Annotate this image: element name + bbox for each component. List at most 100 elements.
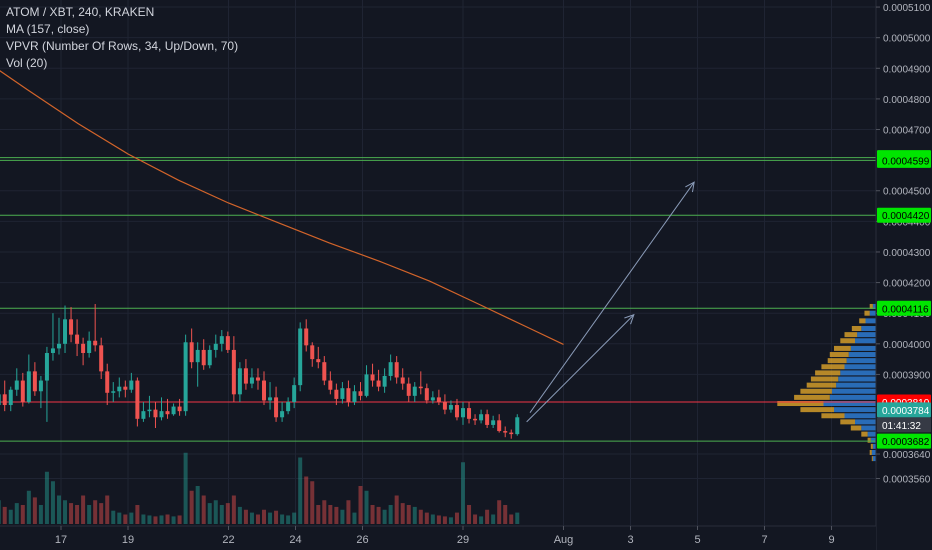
price-tick-label: 0.0003640 (883, 450, 931, 461)
volume-bar (153, 516, 158, 524)
price-tick-label: 0.0004300 (883, 248, 931, 259)
volume-bar (406, 505, 411, 524)
volume-bar (87, 505, 92, 524)
candle-body (171, 406, 176, 415)
candle-body (436, 397, 441, 402)
vpvr-row-down (859, 318, 866, 324)
volume-bar (69, 503, 74, 524)
vpvr-row-down (850, 425, 862, 431)
legend-vpvr[interactable]: VPVR (Number Of Rows, 34, Up/Down, 70) (6, 39, 239, 53)
volume-bar (424, 512, 429, 524)
candle-body (195, 349, 200, 363)
volume-bar (249, 512, 254, 524)
volume-bar (0, 500, 1, 524)
volume-bar (418, 509, 423, 524)
legend-ma[interactable]: MA (157, close) (6, 22, 90, 36)
price-tick-label: 0.0003900 (883, 370, 931, 381)
volume-bar (454, 512, 459, 524)
grid-lines (0, 0, 876, 526)
volume-bar (243, 509, 248, 524)
trend-arrows[interactable] (526, 181, 695, 423)
volume-bar (111, 510, 116, 524)
price-label-text: 0.0003682 (882, 437, 930, 448)
legend-symbol[interactable]: ATOM / XBT, 240, KRAKEN (6, 5, 155, 19)
volume-bar (485, 509, 490, 524)
legend-vol[interactable]: Vol (20) (6, 56, 48, 70)
volume-bar (123, 514, 128, 524)
time-tick-label: 9 (828, 534, 834, 546)
volume-bar (44, 471, 49, 524)
vpvr-row-up (871, 449, 876, 455)
volume-bar (316, 505, 321, 524)
vpvr-row-up (836, 382, 876, 388)
volume-bar (473, 514, 478, 524)
time-tick-label: 3 (627, 534, 633, 546)
vpvr-row-down (821, 364, 845, 370)
vpvr-row-down (815, 370, 841, 376)
vpvr-row-down (810, 376, 839, 382)
volume-bar (189, 490, 194, 524)
arrow-line (529, 181, 695, 413)
candle-body (473, 418, 478, 421)
volume-bar (280, 514, 285, 524)
price-label-text: 0.0003784 (882, 406, 930, 417)
arrow-head (624, 313, 635, 325)
price-tick-label: 0.0005100 (883, 3, 931, 14)
time-tick-label: 26 (356, 534, 368, 546)
vpvr-row-up (838, 376, 876, 382)
price-label-box (877, 402, 931, 418)
volume-bar (268, 512, 273, 524)
volume-bar (310, 481, 315, 524)
volume-bar (262, 509, 267, 524)
price-tick-label: 0.0004800 (883, 95, 931, 106)
candle-body (274, 397, 279, 418)
volume-bar (491, 514, 496, 524)
candle-body (382, 375, 387, 387)
vpvr-row-down (827, 358, 847, 364)
volume-bar (2, 506, 7, 524)
price-axis[interactable]: 0.0003560 0.0003640 0.0003900 0.0004000 0.00… (875, 0, 932, 550)
candle-body (364, 374, 369, 396)
volume-bar (159, 515, 164, 524)
vpvr-row-down (870, 443, 873, 449)
volume-bar (382, 509, 387, 524)
candle-body (430, 397, 435, 401)
vpvr-row-down (800, 407, 834, 413)
candle-body (461, 408, 465, 418)
arrow-line (526, 314, 635, 423)
candle-body (99, 345, 104, 372)
candle-body (2, 394, 7, 406)
candle-body (75, 334, 80, 344)
candle-body (123, 386, 128, 390)
time-axis[interactable]: 17 19 22 24 26 29 Aug 3 5 7 9 (0, 525, 876, 550)
price-tick-label: 0.0004900 (883, 64, 931, 75)
volume-bar (50, 481, 55, 524)
price-label-box (877, 433, 931, 449)
vpvr-row-up (867, 431, 876, 437)
candle-body (105, 371, 110, 393)
candle-body (213, 343, 218, 350)
horizontal-levels[interactable] (0, 157, 876, 442)
vpvr-row-down (821, 413, 845, 419)
candle-body (400, 377, 405, 384)
candle-body (231, 349, 236, 395)
volume-bar (183, 452, 188, 524)
candle-body (454, 405, 459, 418)
candle-body (219, 336, 224, 344)
price-label-text: 01:41:32 (882, 421, 921, 432)
vpvr-row-down (844, 332, 858, 338)
candle-body (237, 368, 242, 395)
volume-bar (298, 457, 303, 524)
candle-body (394, 362, 399, 378)
candle-body (497, 420, 502, 432)
price-label-box (877, 417, 931, 433)
candle-body (334, 389, 339, 399)
volume-bar (105, 495, 110, 524)
candle-body (117, 386, 122, 392)
vpvr-row-down (869, 303, 873, 309)
price-tick-label: 0.0005000 (883, 34, 931, 45)
vpvr-row-down (800, 388, 832, 394)
candle-body (262, 380, 267, 401)
volume-bar (479, 516, 484, 524)
